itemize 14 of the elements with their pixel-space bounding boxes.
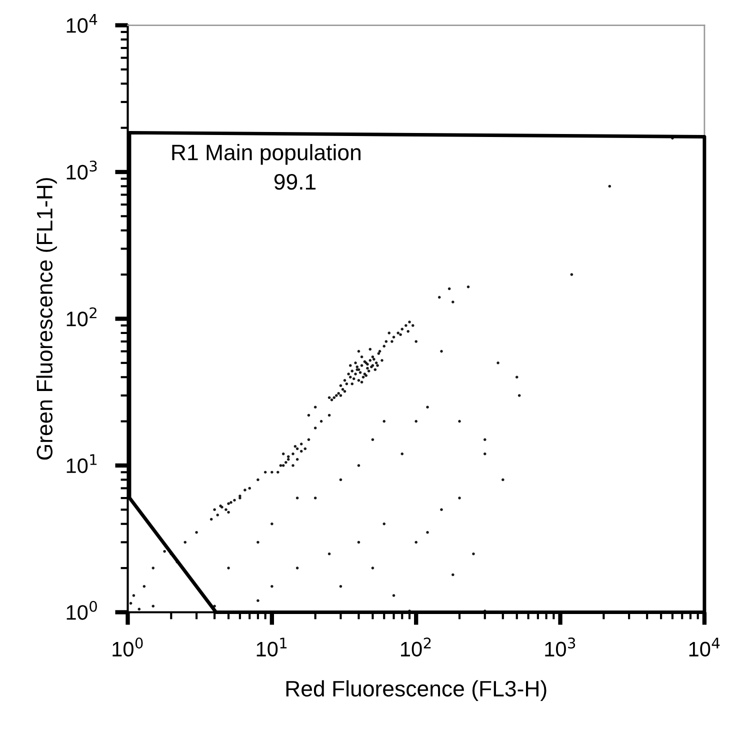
x-tick-label: 10$^{3}$ <box>545 638 576 657</box>
x-tick-label: 10$^{0}$ <box>112 638 143 657</box>
y-tick-label: 10$^{2}$ <box>66 307 96 326</box>
y-tick-label: 10$^{3}$ <box>66 160 97 180</box>
x-axis-title: Red Fluorescence (FL3-H) <box>286 680 546 701</box>
y-tick-label: 10$^{0}$ <box>66 600 97 620</box>
y-tick-label: 10$^{4}$ <box>66 14 98 33</box>
y-axis-title: Green Fluorescence (FL1-H) <box>36 178 57 460</box>
x-tick-label: 10$^{2}$ <box>401 638 431 657</box>
x-tick-label: 10$^{4}$ <box>689 638 720 657</box>
annotation: 99.1 <box>274 174 316 190</box>
x-tick-label: 10$^{1}$ <box>256 638 287 657</box>
annotation: R1 Main population <box>172 144 360 165</box>
y-tick-label: 10$^{1}$ <box>66 454 97 474</box>
